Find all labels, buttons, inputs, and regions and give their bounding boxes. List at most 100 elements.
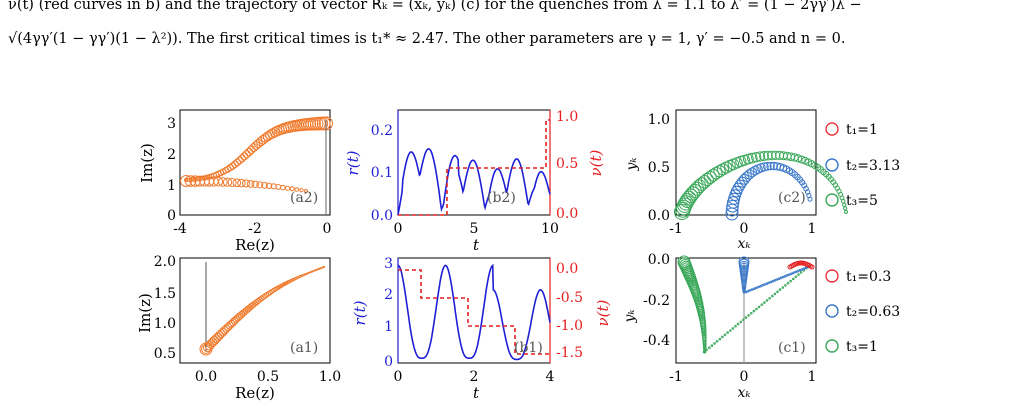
- b1-ytick-r1: -0.5: [556, 290, 583, 306]
- b1-xtick-2: 4: [546, 369, 555, 385]
- c1-marker-green: [701, 328, 707, 334]
- a1-marker: [206, 339, 216, 349]
- c1-ytick-1: -0.2: [643, 293, 670, 309]
- c1-marker-blue: [802, 267, 806, 271]
- a1-marker: [208, 337, 218, 347]
- c1-marker-green: [755, 307, 758, 311]
- b1-ytick-l2: 2: [384, 287, 393, 303]
- a2-marker: [238, 154, 246, 163]
- caption-line-2: √(4γγ′(1 − γγ′)(1 − λ²)). The first crit…: [8, 31, 846, 47]
- c1-marker-green: [718, 337, 722, 341]
- b2-ytick-l1: 0.1: [371, 165, 393, 181]
- c1-marker-green: [744, 316, 748, 319]
- panel-a2-curves: [180, 116, 333, 193]
- a1-marker: [202, 342, 213, 353]
- c1-marker-blue: [761, 284, 764, 287]
- a2-marker: [247, 145, 256, 155]
- c2-marker-green: [681, 190, 697, 206]
- c1-marker-blue: [800, 268, 804, 271]
- c1-marker-blue: [746, 289, 750, 293]
- b2-xtick-2: 10: [541, 221, 559, 237]
- a1-marker: [309, 271, 312, 274]
- legend-top-marker-2: [825, 193, 839, 207]
- a2-marker: [246, 180, 255, 188]
- a2-marker: [299, 188, 304, 193]
- c1-marker-green: [726, 331, 729, 334]
- b2-xlabel: t: [473, 236, 480, 254]
- c1-marker-green: [778, 288, 782, 291]
- c1-marker-green: [799, 271, 803, 274]
- c2-marker-blue: [769, 161, 778, 171]
- c1-marker-blue: [763, 283, 766, 286]
- c2-marker-blue: [762, 161, 772, 171]
- a2-marker: [289, 186, 295, 192]
- c2-marker-blue: [747, 167, 758, 178]
- panel-c1-frame: [675, 257, 817, 364]
- c2-marker-blue: [726, 200, 739, 213]
- c2-marker-green: [801, 156, 809, 165]
- c2-marker-green: [755, 151, 766, 162]
- c1-marker-blue: [738, 256, 750, 268]
- panel-c2-label: (c2): [778, 190, 806, 206]
- legend-bottom-marker-1: [825, 304, 839, 318]
- c2-marker-green: [747, 152, 758, 164]
- c1-marker-blue: [741, 277, 747, 284]
- a2-marker: [261, 181, 268, 189]
- c1-marker-blue: [788, 273, 791, 276]
- legend-bottom: t₁=0.3 t₂=0.63 t₃=1: [825, 269, 900, 355]
- b2-ylabel-right: ν(t): [587, 149, 605, 176]
- c2-ylabel: yₖ: [624, 157, 640, 171]
- c1-marker-green: [747, 314, 750, 317]
- c1-marker-green: [786, 281, 790, 285]
- b1-nu-curve: [398, 269, 550, 355]
- c1-marker-green: [731, 327, 735, 330]
- legend-top: t₁=1 t₂=3.13 t₃=5: [825, 122, 900, 209]
- c1-xtick-1: 0: [740, 369, 749, 385]
- a2-marker: [235, 156, 244, 165]
- c1-marker-blue: [759, 284, 762, 288]
- a1-marker: [322, 265, 326, 269]
- c1-marker-green: [710, 344, 714, 347]
- c1-ytick-2: -0.4: [643, 333, 670, 349]
- c2-marker-green: [751, 152, 762, 163]
- b1-xtick-0: 0: [394, 369, 403, 385]
- b2-ylabel-left: r(t): [344, 150, 362, 175]
- a2-marker: [242, 150, 251, 159]
- b1-ytick-l0: 0: [384, 354, 393, 370]
- b2-r-curve: [397, 148, 551, 216]
- a2-marker: [240, 152, 249, 161]
- a2-marker: [218, 177, 228, 187]
- b2-ytick-r2: 1.0: [556, 109, 578, 125]
- a2-marker: [265, 182, 273, 190]
- c1-marker-green: [702, 343, 707, 348]
- c1-marker-blue: [804, 266, 808, 270]
- c1-marker-green: [736, 322, 740, 326]
- c1-marker-blue: [771, 279, 775, 283]
- c2-marker-green: [743, 153, 754, 165]
- a2-ytick-1: 1: [167, 178, 176, 194]
- c1-marker-green: [794, 275, 798, 279]
- c1-marker-blue: [738, 258, 750, 270]
- c1-xtick-2: 1: [808, 369, 817, 385]
- c2-marker-blue: [766, 161, 775, 171]
- legend-bottom-text-1: t₂=0.63: [846, 304, 900, 320]
- a1-marker: [209, 335, 220, 346]
- b1-xlabel: t: [473, 384, 480, 402]
- c1-marker-blue: [750, 288, 754, 291]
- c2-marker-green: [703, 170, 717, 184]
- c2-marker-green: [679, 193, 695, 208]
- c1-xlabel: xₖ: [737, 385, 750, 401]
- b2-ytick-r0: 0.0: [556, 206, 578, 222]
- a2-xlabel: Re(z): [235, 236, 275, 254]
- c1-marker-blue: [792, 271, 795, 275]
- c1-marker-green: [705, 348, 708, 352]
- legend-top-text-2: t₃=5: [846, 193, 878, 209]
- legend-bottom-text-2: t₃=1: [846, 339, 878, 355]
- c1-marker-blue: [769, 280, 773, 284]
- a2-xtick-1: -2: [248, 221, 262, 237]
- legend-top-text-0: t₁=1: [846, 122, 878, 138]
- c2-marker-blue: [732, 182, 744, 195]
- c2-marker-green: [767, 150, 777, 161]
- c1-marker-green: [781, 286, 785, 289]
